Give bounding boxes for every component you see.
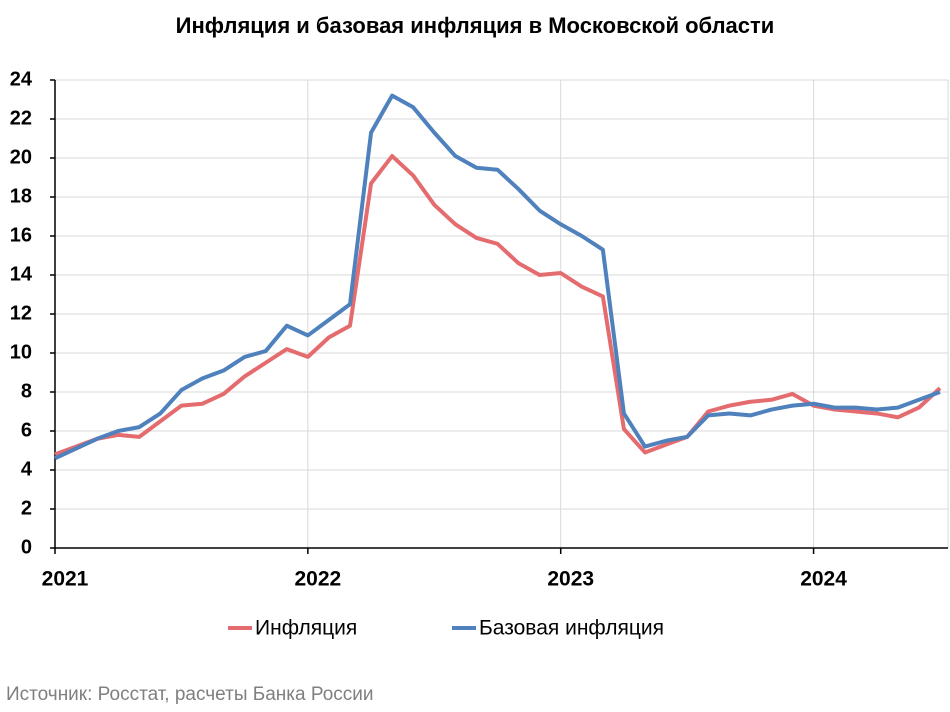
y-tick-label: 14 xyxy=(10,263,33,285)
source-note: Источник: Росстат, расчеты Банка России xyxy=(6,684,374,705)
series-line xyxy=(54,93,941,461)
y-tick-label: 10 xyxy=(10,341,32,363)
legend-label: Базовая инфляция xyxy=(479,617,664,640)
y-tick-label: 24 xyxy=(10,68,33,90)
y-tick-label: 6 xyxy=(21,419,32,441)
y-tick-label: 16 xyxy=(10,224,32,246)
x-tick-label: 2023 xyxy=(547,568,594,591)
legend-label: Инфляция xyxy=(255,617,357,640)
x-tick-label: 2021 xyxy=(42,568,89,591)
x-tick-label: 2022 xyxy=(294,568,341,591)
series-line xyxy=(54,154,942,457)
y-tick-label: 0 xyxy=(21,536,32,558)
y-tick-label: 22 xyxy=(10,107,32,129)
y-tick-label: 4 xyxy=(21,458,33,480)
y-tick-label: 2 xyxy=(21,497,32,519)
y-tick-label: 20 xyxy=(10,146,32,168)
x-tick-label: 2024 xyxy=(800,568,847,591)
y-tick-label: 8 xyxy=(21,380,32,402)
chart-title: Инфляция и базовая инфляция в Московской… xyxy=(176,13,775,38)
y-tick-label: 18 xyxy=(10,185,32,207)
y-tick-label: 12 xyxy=(10,302,32,324)
